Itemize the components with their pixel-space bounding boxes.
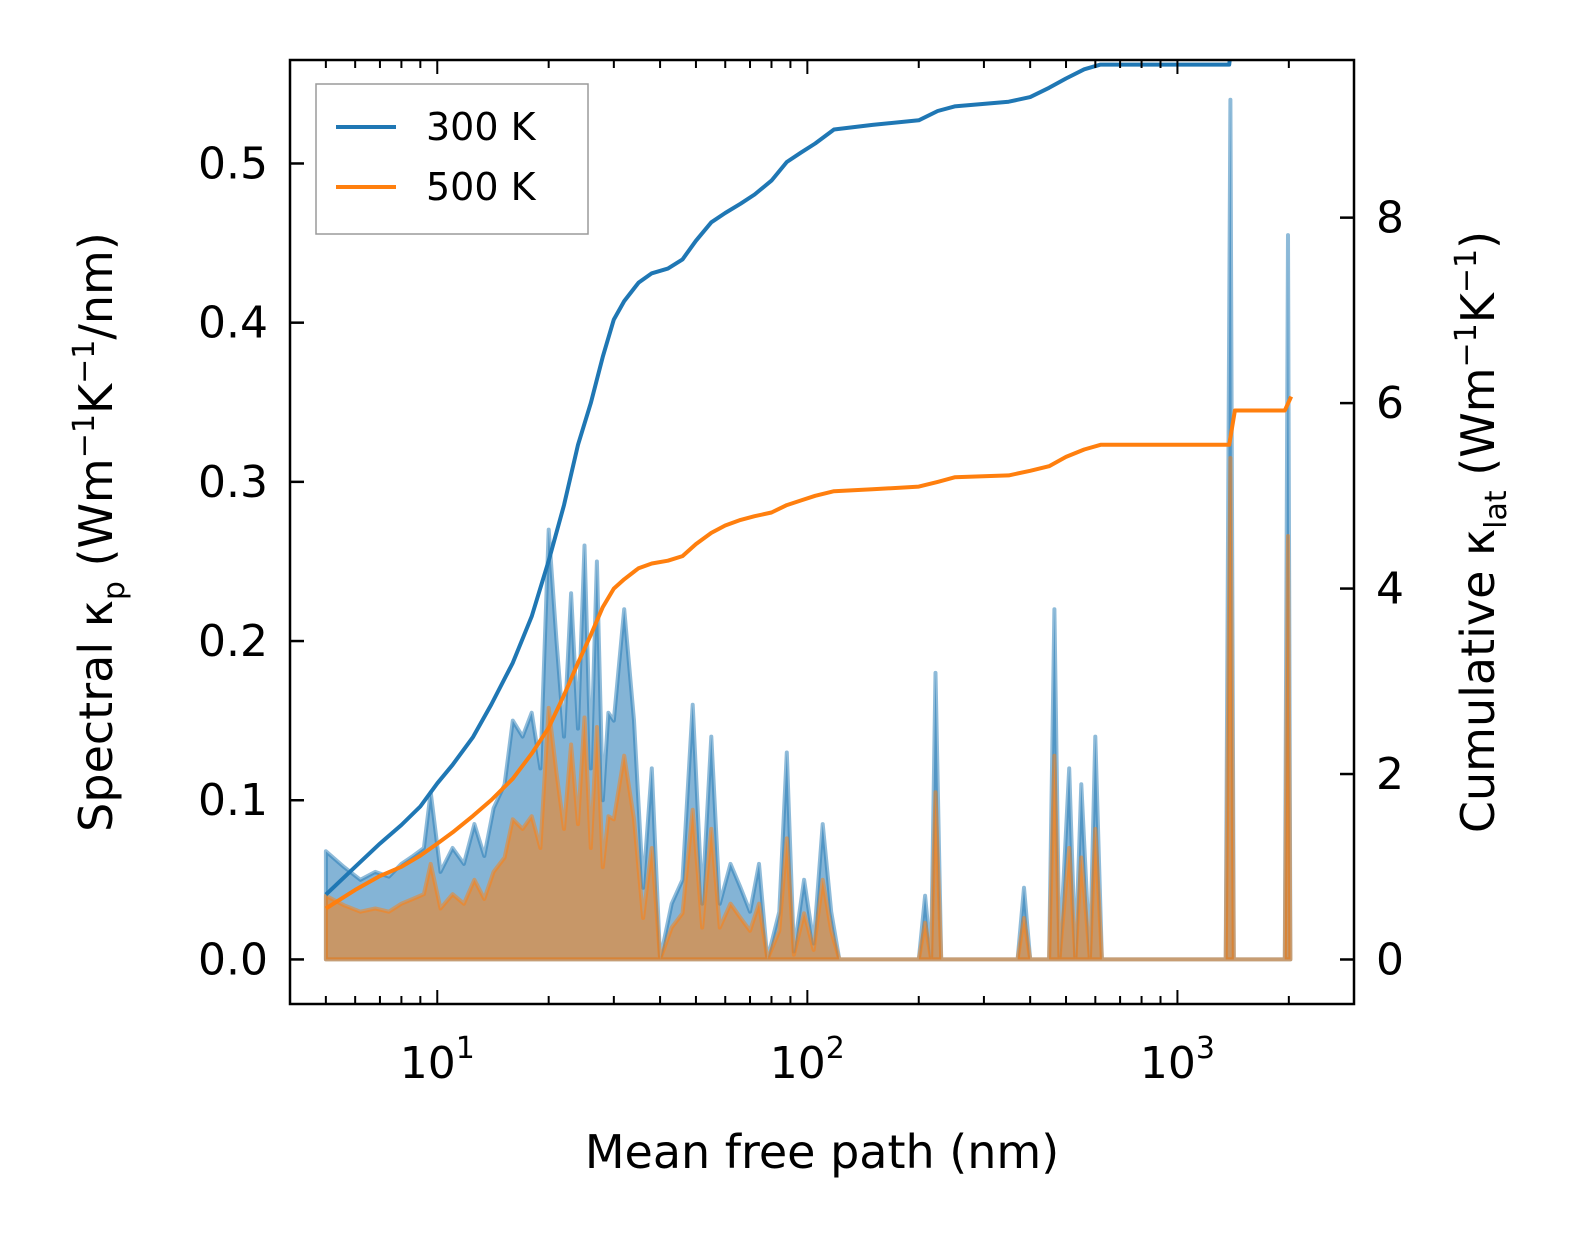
right-label-sup2: −1: [1449, 249, 1484, 293]
left-tick-label: 0.3: [198, 457, 268, 508]
left-tick-label: 0.1: [198, 775, 268, 826]
left-axis-label: Spectral κp (Wm−1K−1/nm): [67, 232, 132, 832]
right-tick-label: 4: [1376, 564, 1404, 615]
right-axis-label: Cumulative κlat (Wm−1K−1): [1449, 231, 1514, 833]
right-label-pre: Cumulative κ: [1451, 529, 1505, 833]
legend: 300 K 500 K: [315, 83, 589, 235]
left-label-sup2: −1: [67, 340, 102, 384]
left-label-mid2: K: [69, 382, 123, 414]
right-tick-label: 0: [1376, 934, 1404, 985]
x-tick-label: 103: [1140, 1031, 1215, 1089]
x-tick-exponent: 1: [456, 1031, 475, 1066]
plot-frame: [288, 58, 1356, 1006]
legend-label-500k: 500 K: [426, 165, 537, 209]
left-tick-label: 0.5: [198, 138, 268, 189]
cumulative-line-300k: [324, 60, 1232, 897]
right-label-mid2: K: [1451, 291, 1505, 323]
legend-box: [315, 83, 589, 235]
right-tick-label: 8: [1376, 193, 1404, 244]
cumulative-line-500k: [324, 395, 1294, 911]
left-label-mid: (Wm: [69, 458, 123, 581]
right-tick-label: 6: [1376, 378, 1404, 429]
right-label-mid: (Wm: [1451, 367, 1505, 490]
left-tick-label: 0.2: [198, 616, 268, 667]
x-tick-label: 101: [400, 1031, 475, 1089]
left-label-post: /nm): [69, 232, 123, 339]
x-axis-label: Mean free path (nm): [585, 1125, 1059, 1179]
right-label-post: ): [1451, 231, 1505, 249]
left-tick-label: 0.4: [198, 298, 268, 349]
spectral-fills: [323, 97, 1293, 962]
right-label-sub: lat: [1479, 490, 1514, 529]
spectral-area-500k: [323, 456, 1293, 962]
series-lines: [324, 60, 1294, 911]
x-tick-exponent: 2: [826, 1031, 845, 1066]
x-tick-base: 10: [400, 1038, 456, 1089]
legend-label-300k: 300 K: [426, 105, 537, 149]
left-tick-label: 0.0: [198, 934, 268, 985]
left-label-sup1: −1: [67, 414, 102, 458]
x-tick-label: 102: [770, 1031, 845, 1089]
left-label-pre: Spectral κ: [69, 600, 123, 832]
x-tick-base: 10: [770, 1038, 826, 1089]
right-tick-label: 2: [1376, 749, 1404, 800]
x-tick-exponent: 3: [1196, 1031, 1215, 1066]
left-label-sub: p: [97, 581, 132, 600]
x-tick-base: 10: [1140, 1038, 1196, 1089]
right-label-sup1: −1: [1449, 323, 1484, 367]
